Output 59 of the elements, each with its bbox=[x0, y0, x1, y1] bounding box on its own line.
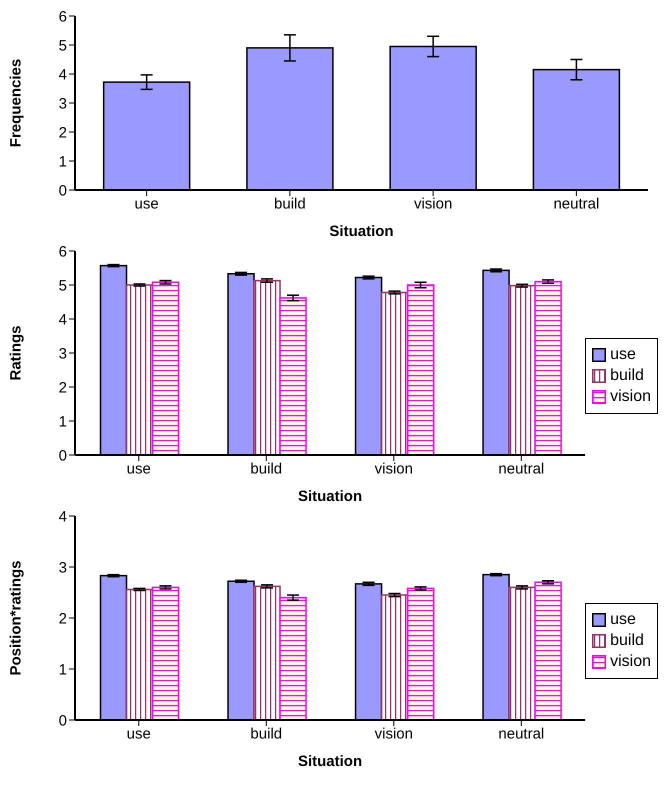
legend-label: build bbox=[610, 632, 644, 650]
legend-label: build bbox=[610, 366, 644, 384]
legend-label: use bbox=[610, 610, 636, 628]
legend-label: vision bbox=[610, 652, 651, 670]
x-tick-label: neutral bbox=[498, 726, 544, 743]
legend-label: use bbox=[610, 346, 636, 364]
y-tick-label: 1 bbox=[58, 153, 67, 170]
bar bbox=[152, 282, 180, 455]
y-tick-label: 3 bbox=[58, 95, 67, 112]
y-axis-title: Position*ratings bbox=[7, 560, 24, 676]
y-axis-title: Ratings bbox=[7, 325, 24, 381]
legend-label: vision bbox=[610, 388, 651, 406]
y-tick-label: 2 bbox=[58, 124, 67, 142]
y-tick-label: 5 bbox=[58, 37, 67, 54]
y-tick-label: 6 bbox=[58, 243, 67, 260]
y-tick-label: 1 bbox=[58, 413, 67, 430]
x-tick-label: use bbox=[126, 726, 151, 743]
bar bbox=[279, 297, 307, 455]
bar bbox=[406, 284, 434, 455]
bar bbox=[279, 596, 307, 720]
bar bbox=[380, 292, 408, 455]
bar bbox=[534, 582, 562, 720]
x-axis-title: Situation bbox=[329, 223, 394, 240]
y-tick-label: 3 bbox=[58, 559, 67, 576]
bar bbox=[534, 280, 562, 455]
bar bbox=[508, 284, 536, 455]
y-tick-label: 4 bbox=[58, 508, 67, 526]
y-tick-label: 5 bbox=[58, 277, 67, 294]
bar bbox=[253, 280, 281, 455]
x-tick-label: neutral bbox=[498, 460, 544, 478]
y-tick-label: 2 bbox=[58, 379, 67, 396]
bar bbox=[152, 586, 180, 720]
y-tick-label: 0 bbox=[58, 712, 67, 730]
x-tick-label: vision bbox=[374, 726, 413, 743]
y-tick-label: 4 bbox=[58, 311, 67, 328]
x-tick-label: neutral bbox=[553, 196, 600, 213]
x-tick-label: vision bbox=[414, 196, 452, 213]
x-tick-label: use bbox=[126, 460, 151, 478]
y-tick-label: 0 bbox=[58, 447, 67, 464]
y-tick-label: 1 bbox=[58, 661, 67, 678]
bar bbox=[406, 588, 434, 720]
bar bbox=[253, 586, 281, 720]
y-tick-label: 3 bbox=[58, 345, 67, 362]
y-axis-title: Frequencies bbox=[7, 58, 24, 148]
y-tick-label: 4 bbox=[58, 66, 67, 84]
y-tick-label: 0 bbox=[58, 182, 67, 200]
x-tick-label: build bbox=[250, 726, 282, 743]
bar bbox=[508, 586, 536, 720]
bar bbox=[126, 588, 154, 720]
bar bbox=[126, 284, 154, 455]
x-tick-label: build bbox=[250, 460, 282, 478]
y-tick-label: 2 bbox=[58, 610, 67, 628]
y-tick-label: 6 bbox=[58, 8, 67, 26]
bar bbox=[380, 594, 408, 720]
x-tick-label: build bbox=[274, 196, 306, 213]
x-tick-label: use bbox=[134, 196, 159, 213]
x-axis-title: Situation bbox=[298, 753, 362, 770]
x-axis-title: Situation bbox=[298, 488, 362, 505]
x-tick-label: vision bbox=[374, 460, 413, 478]
